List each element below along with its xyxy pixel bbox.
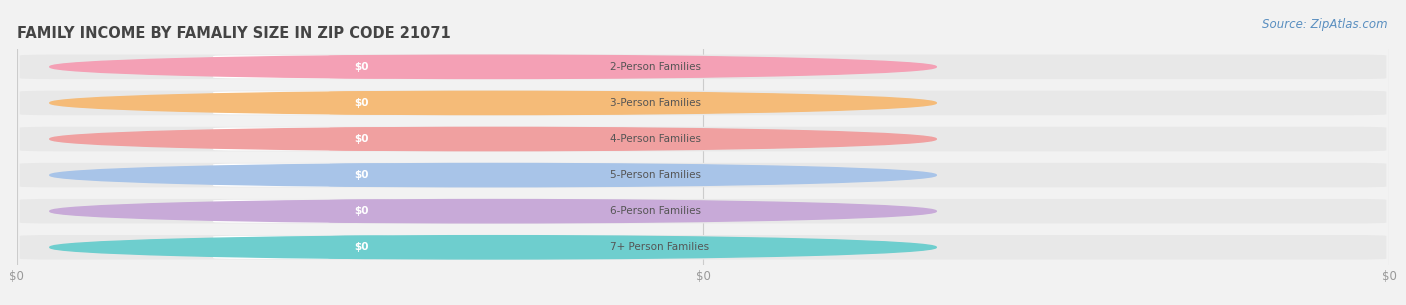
FancyBboxPatch shape xyxy=(214,55,508,78)
Text: FAMILY INCOME BY FAMALIY SIZE IN ZIP CODE 21071: FAMILY INCOME BY FAMALIY SIZE IN ZIP COD… xyxy=(17,26,450,41)
Text: $0: $0 xyxy=(354,134,368,144)
FancyBboxPatch shape xyxy=(20,235,1386,260)
Text: 4-Person Families: 4-Person Families xyxy=(610,134,700,144)
FancyBboxPatch shape xyxy=(20,55,1386,79)
Circle shape xyxy=(49,236,936,259)
Text: 7+ Person Families: 7+ Person Families xyxy=(610,242,709,252)
FancyBboxPatch shape xyxy=(329,55,394,79)
FancyBboxPatch shape xyxy=(20,199,1386,224)
Text: 6-Person Families: 6-Person Families xyxy=(610,206,700,216)
Circle shape xyxy=(49,55,936,78)
FancyBboxPatch shape xyxy=(20,91,1386,115)
Text: $0: $0 xyxy=(354,206,368,216)
FancyBboxPatch shape xyxy=(329,91,394,115)
Text: Source: ZipAtlas.com: Source: ZipAtlas.com xyxy=(1263,18,1388,31)
Circle shape xyxy=(49,127,936,151)
FancyBboxPatch shape xyxy=(329,163,394,187)
Text: $0: $0 xyxy=(354,242,368,252)
Text: 3-Person Families: 3-Person Families xyxy=(610,98,700,108)
FancyBboxPatch shape xyxy=(214,127,508,151)
FancyBboxPatch shape xyxy=(20,127,1386,151)
FancyBboxPatch shape xyxy=(329,199,394,223)
FancyBboxPatch shape xyxy=(20,163,1386,187)
Text: 5-Person Families: 5-Person Families xyxy=(610,170,700,180)
Text: $0: $0 xyxy=(354,62,368,72)
Circle shape xyxy=(49,163,936,187)
Text: 2-Person Families: 2-Person Families xyxy=(610,62,700,72)
Circle shape xyxy=(49,91,936,115)
FancyBboxPatch shape xyxy=(214,92,508,114)
FancyBboxPatch shape xyxy=(214,200,508,223)
FancyBboxPatch shape xyxy=(329,127,394,151)
Circle shape xyxy=(49,199,936,223)
Text: $0: $0 xyxy=(354,98,368,108)
Text: $0: $0 xyxy=(354,170,368,180)
FancyBboxPatch shape xyxy=(214,236,508,259)
FancyBboxPatch shape xyxy=(214,163,508,187)
FancyBboxPatch shape xyxy=(329,235,394,259)
